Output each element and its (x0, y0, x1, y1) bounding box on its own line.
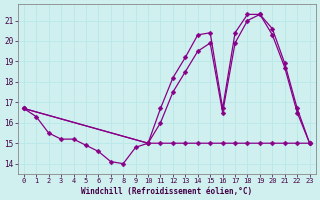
X-axis label: Windchill (Refroidissement éolien,°C): Windchill (Refroidissement éolien,°C) (81, 187, 252, 196)
